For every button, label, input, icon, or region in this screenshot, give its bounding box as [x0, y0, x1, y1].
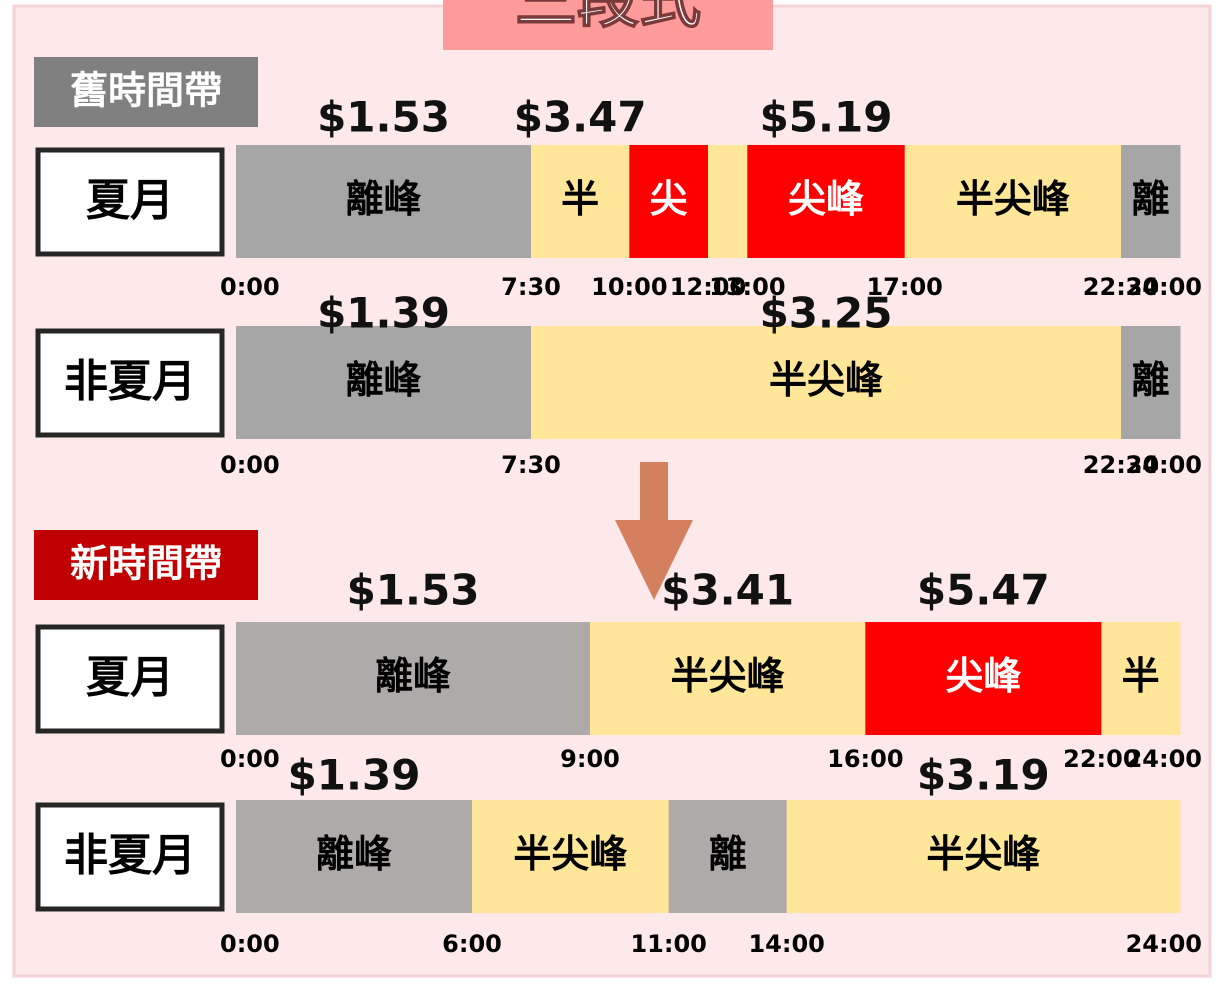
segment-label: 尖峰 [945, 654, 1021, 698]
segment-label: 離峰 [345, 177, 421, 221]
time-tick: 22:00 [1063, 745, 1139, 773]
segment [1101, 622, 1181, 735]
segment-label: 離 [709, 832, 747, 876]
row-label-box [35, 802, 225, 912]
time-tick: 0:00 [220, 273, 280, 301]
time-tick: 24:00 [1126, 930, 1202, 958]
price: $3.25 [760, 289, 893, 338]
segment-label: 離峰 [375, 654, 451, 698]
segment [236, 145, 532, 258]
price: $1.39 [317, 289, 450, 338]
segment [236, 326, 532, 439]
title-box [443, 0, 773, 50]
price: $5.47 [917, 566, 1050, 615]
segment-label: 尖 [650, 177, 688, 221]
segment [904, 145, 1122, 258]
segment-label: 半尖峰 [671, 654, 785, 698]
segment-label: 尖峰 [788, 177, 864, 221]
segment-label: 半尖峰 [956, 177, 1070, 221]
segment [708, 145, 748, 258]
time-tick: 24:00 [1126, 451, 1202, 479]
segment-label: 半尖峰 [769, 358, 883, 402]
section-header: 新時間帶 [70, 542, 222, 586]
time-tick: 17:00 [866, 273, 942, 301]
time-tick: 7:30 [501, 273, 561, 301]
segment [531, 145, 630, 258]
segment [865, 622, 1102, 735]
segment-label: 離 [1131, 177, 1169, 221]
segment [236, 622, 591, 735]
section-header: 舊時間帶 [70, 69, 222, 113]
time-tick: 22:30 [1083, 451, 1159, 479]
time-tick: 12:00 [670, 273, 746, 301]
price: $3.47 [514, 93, 647, 142]
row-label: 非夏月 [64, 830, 196, 881]
arrow [615, 462, 693, 600]
segment-label: 半 [561, 177, 599, 221]
price: $5.19 [760, 93, 893, 142]
segment-label: 半 [1122, 654, 1160, 698]
segment [590, 622, 866, 735]
segment-label: 半尖峰 [513, 832, 627, 876]
row-label: 非夏月 [64, 356, 196, 407]
segment [747, 145, 906, 258]
row-label-box [35, 624, 225, 734]
segment-label: 離峰 [345, 358, 421, 402]
row-label-box [35, 328, 225, 438]
time-tick: 7:30 [501, 451, 561, 479]
segment-label: 半尖峰 [926, 832, 1040, 876]
segment [472, 800, 670, 913]
time-tick: 16:00 [827, 745, 903, 773]
time-tick: 14:00 [748, 930, 824, 958]
segment [668, 800, 788, 913]
section-header-box [34, 530, 258, 600]
price: $3.41 [661, 566, 794, 615]
price: $1.39 [288, 751, 421, 800]
time-tick: 0:00 [220, 451, 280, 479]
segment [629, 145, 709, 258]
segment-label: 離峰 [316, 832, 392, 876]
time-tick: 11:00 [630, 930, 706, 958]
price: $1.53 [317, 93, 450, 142]
price: $1.53 [347, 566, 480, 615]
time-tick: 22:30 [1083, 273, 1159, 301]
time-tick: 24:00 [1126, 273, 1202, 301]
section-header-box [34, 57, 258, 127]
row-label: 夏月 [86, 652, 174, 703]
segment [786, 800, 1181, 913]
time-tick: 13:00 [709, 273, 785, 301]
title: 三段式 [515, 0, 701, 36]
segment [236, 800, 473, 913]
segment [1121, 326, 1181, 439]
segment [1121, 145, 1181, 258]
segment [531, 326, 1122, 439]
segment-label: 離 [1131, 358, 1169, 402]
row-label: 夏月 [86, 175, 174, 226]
time-tick: 9:00 [560, 745, 620, 773]
price: $3.19 [917, 751, 1050, 800]
time-tick: 0:00 [220, 745, 280, 773]
time-tick: 24:00 [1126, 745, 1202, 773]
time-tick: 6:00 [442, 930, 502, 958]
time-tick: 0:00 [220, 930, 280, 958]
time-tick: 10:00 [591, 273, 667, 301]
row-label-box [35, 147, 225, 257]
